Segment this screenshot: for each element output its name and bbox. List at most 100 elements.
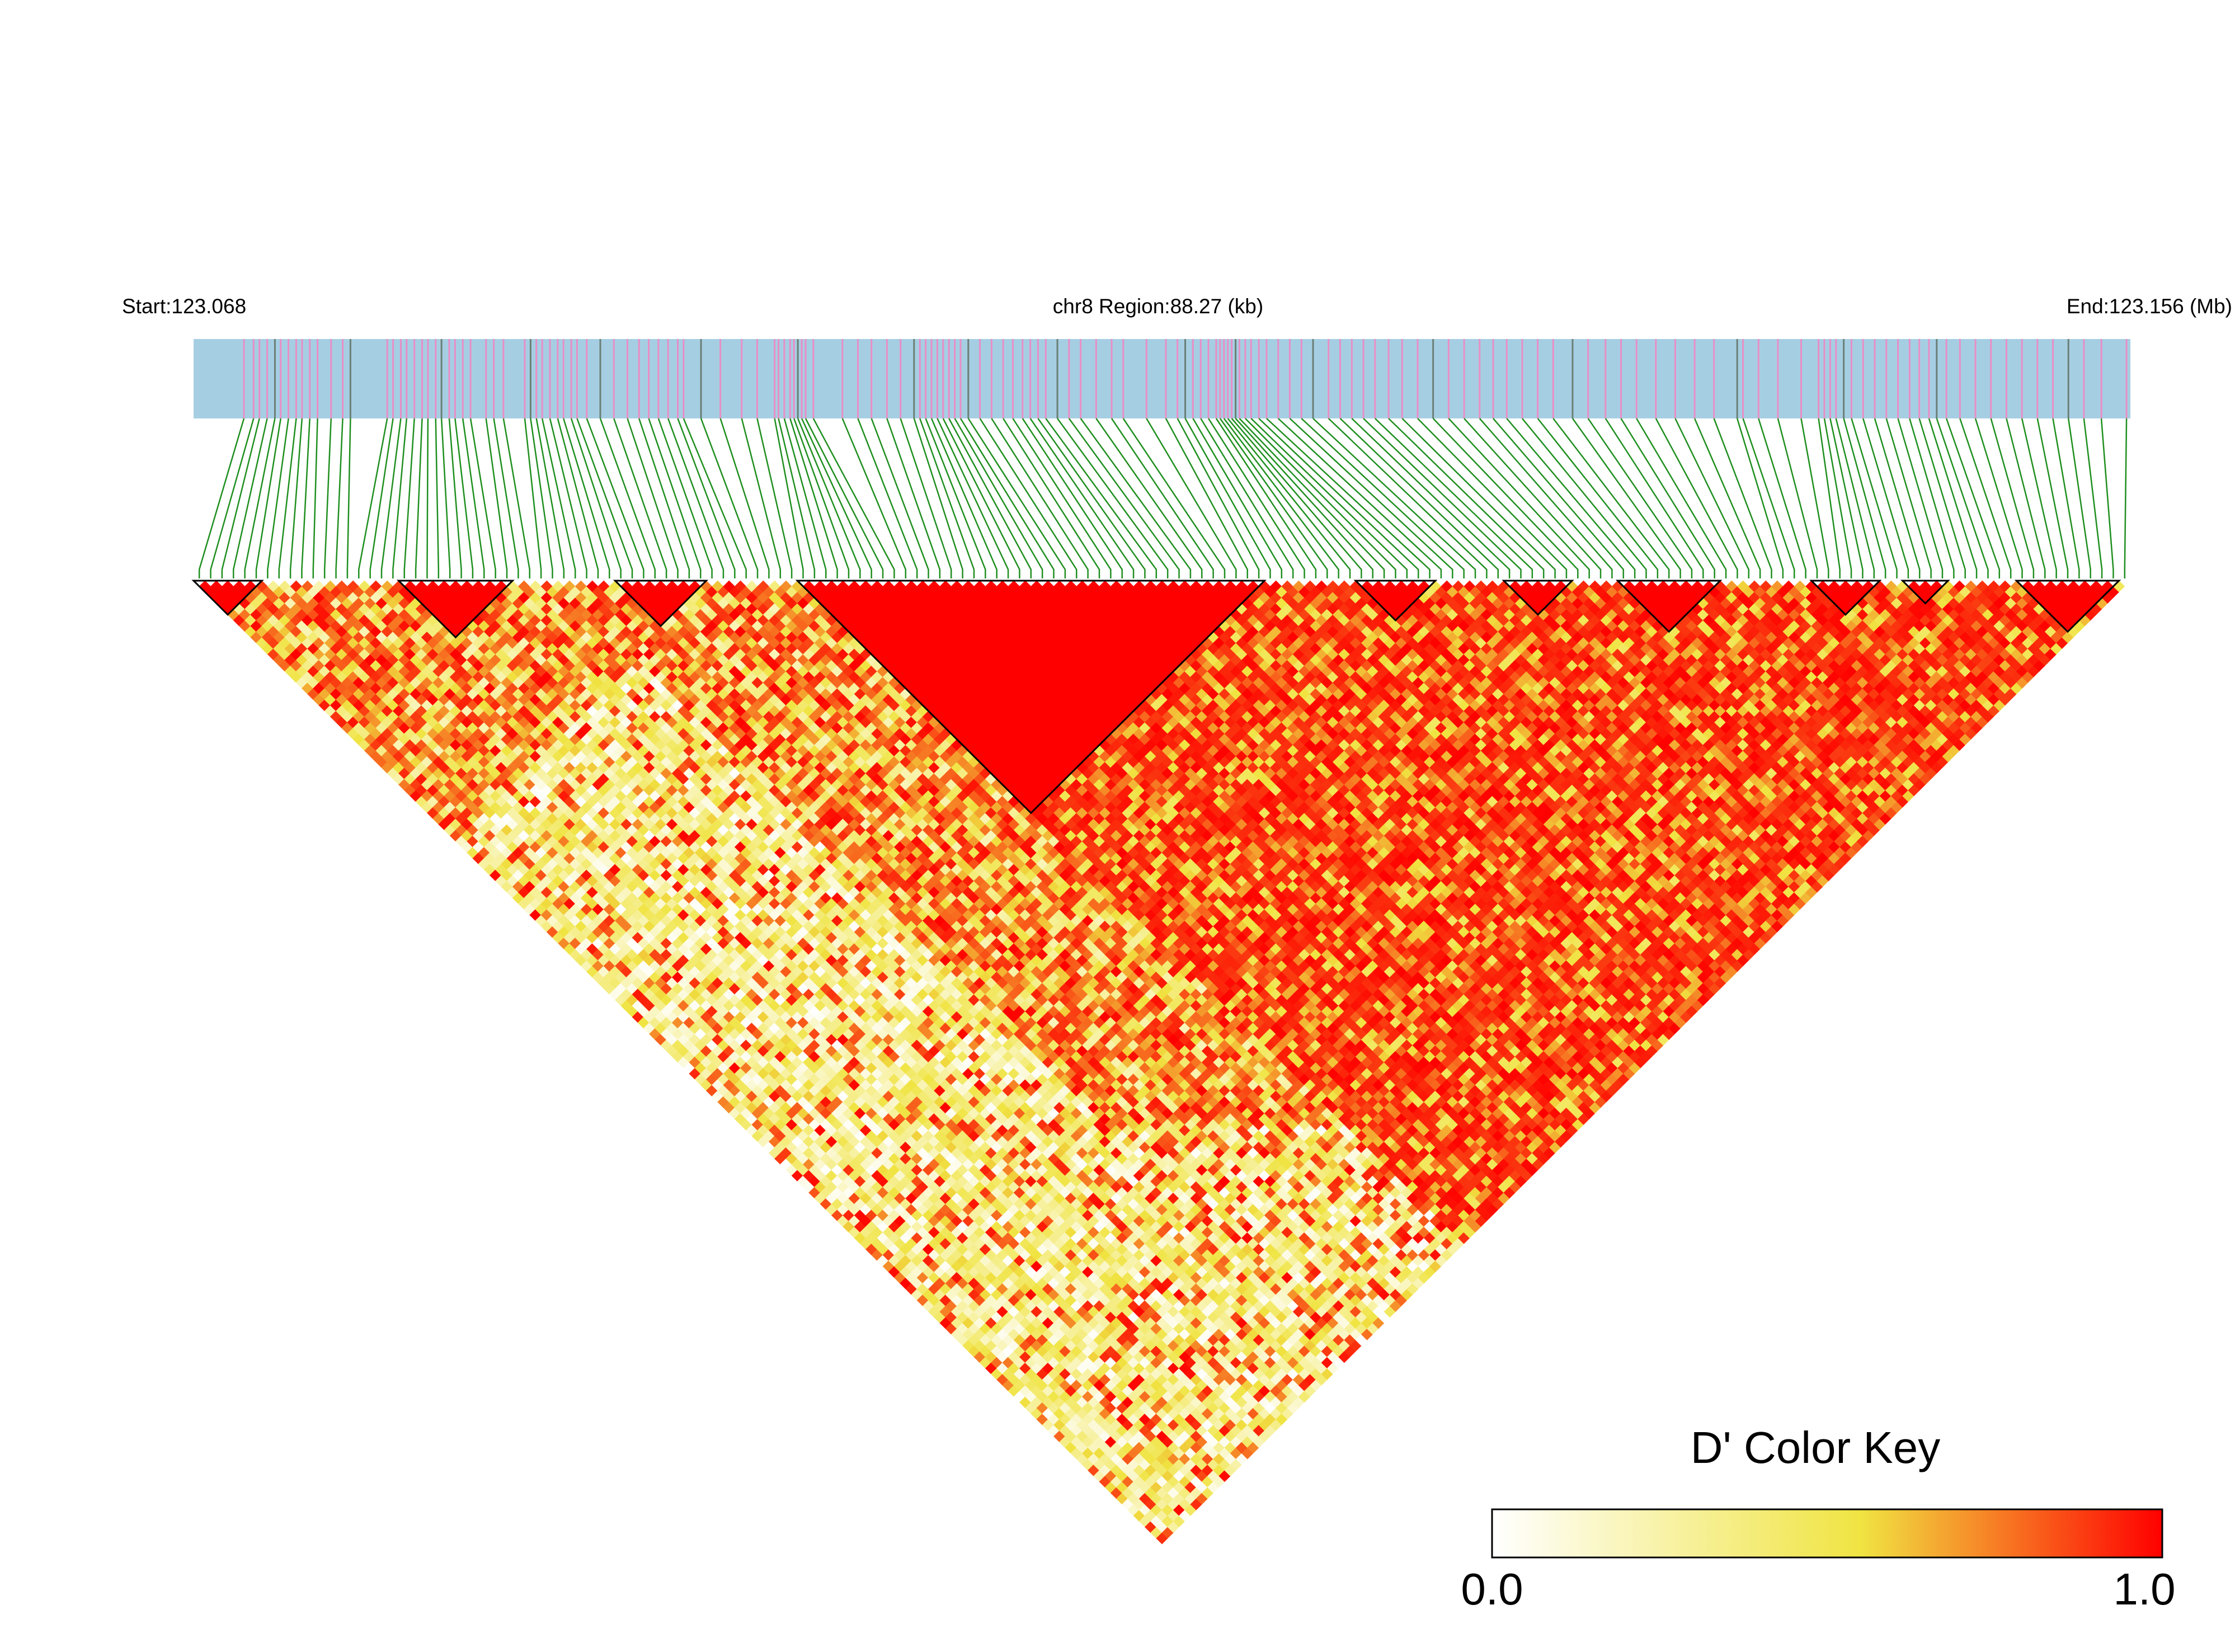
snp-connector [586, 418, 644, 578]
snp-connector [358, 418, 388, 578]
snp-connector [1713, 418, 1772, 578]
snp-connector [244, 418, 276, 578]
snp-connector [1506, 418, 1636, 578]
snp-connector [1636, 418, 1727, 578]
snp-connector [485, 418, 508, 578]
snp-connector [1363, 418, 1522, 578]
snp-connector [1312, 418, 1476, 578]
snp-connector [657, 418, 713, 578]
snp-connector [1777, 418, 1818, 578]
snp-connector [1208, 418, 1305, 578]
snp-connector [1674, 418, 1750, 578]
snp-connector [1045, 418, 1158, 578]
snp-connector [942, 418, 1020, 578]
snp-connector [1029, 418, 1135, 578]
snp-connector [1003, 418, 1100, 578]
snp-connector [1693, 418, 1761, 578]
snp-connector [1620, 418, 1715, 578]
snp-connector [979, 418, 1077, 578]
snp-connector [1057, 418, 1169, 578]
snp-connector [2036, 418, 2069, 578]
snp-connector [700, 418, 759, 578]
snp-connector [221, 418, 260, 578]
snp-connector [967, 418, 1066, 578]
snp-connector [1432, 418, 1579, 578]
snp-connector [198, 418, 245, 578]
snp-connector [1200, 418, 1294, 578]
snp-connector [599, 418, 656, 578]
snp-connector [1351, 418, 1511, 578]
snp-connector [1239, 418, 1385, 578]
snp-connector [541, 418, 576, 578]
snp-connector [1301, 418, 1465, 578]
snp-connector [937, 418, 1009, 578]
snp-connector [462, 418, 485, 578]
snp-connector [346, 418, 351, 578]
region-label: chr8 Region:88.27 (kb) [1053, 295, 1263, 318]
snp-connector [1874, 418, 1921, 578]
snp-connector [1818, 418, 1841, 578]
snp-connector [233, 418, 268, 578]
snp-connector [959, 418, 1055, 578]
snp-connector [648, 418, 702, 578]
snp-connector [793, 418, 850, 578]
snp-connector [323, 418, 332, 578]
snp-connector [812, 418, 895, 578]
snp-connector [919, 418, 975, 578]
snp-connector [1835, 418, 1875, 578]
snp-connector [454, 418, 474, 578]
snp-connector [1928, 418, 1978, 578]
snp-connector [2006, 418, 2046, 578]
snp-connector [392, 418, 408, 578]
snp-connector [930, 418, 997, 578]
snp-connector [1095, 418, 1203, 578]
snp-connector [440, 418, 451, 578]
snp-connector [1339, 418, 1499, 578]
snp-connector [789, 418, 838, 578]
snp-connector [1448, 418, 1590, 578]
end-label: End:123.156 (Mb) [2067, 295, 2232, 318]
snp-connector [1897, 418, 1944, 578]
snp-connector [210, 418, 255, 578]
snp-connector [335, 418, 344, 578]
snp-connector [576, 418, 633, 578]
snp-connector [1885, 418, 1932, 578]
snp-connector [1823, 418, 1852, 578]
snp-connector [278, 418, 297, 578]
snp-connector [549, 418, 587, 578]
snp-connector [871, 418, 929, 578]
snp-connector [1266, 418, 1431, 578]
snp-connector [991, 418, 1089, 578]
snp-connector [2100, 418, 2114, 578]
snp-connector [783, 418, 827, 578]
snp-connector [1974, 418, 2023, 578]
snp-connector [638, 418, 690, 578]
snp-connector [1829, 418, 1864, 578]
snp-connector [1277, 418, 1442, 578]
snp-connector [403, 418, 415, 578]
snp-connector-group [198, 418, 2128, 578]
snp-connector [2021, 418, 2057, 578]
snp-connector [530, 418, 553, 578]
snp-connector [1012, 418, 1112, 578]
snp-connector [841, 418, 907, 578]
snp-connector [1244, 418, 1396, 578]
snp-connector [886, 418, 941, 578]
snp-connector [2124, 418, 2128, 578]
snp-connector [1479, 418, 1613, 578]
snp-connector [1571, 418, 1681, 578]
snp-connector [2067, 418, 2091, 578]
snp-tick-group [243, 339, 2128, 418]
snp-connector [1737, 418, 1784, 578]
snp-connector [1227, 418, 1351, 578]
snp-connector [719, 418, 770, 578]
snp-connector [1388, 418, 1545, 578]
snp-connector [1959, 418, 2012, 578]
snp-connector [1537, 418, 1659, 578]
snp-connector [1235, 418, 1373, 578]
snp-connector [563, 418, 610, 578]
snp-connector [415, 418, 423, 578]
snp-connector [493, 418, 519, 578]
snp-connector [557, 418, 599, 578]
